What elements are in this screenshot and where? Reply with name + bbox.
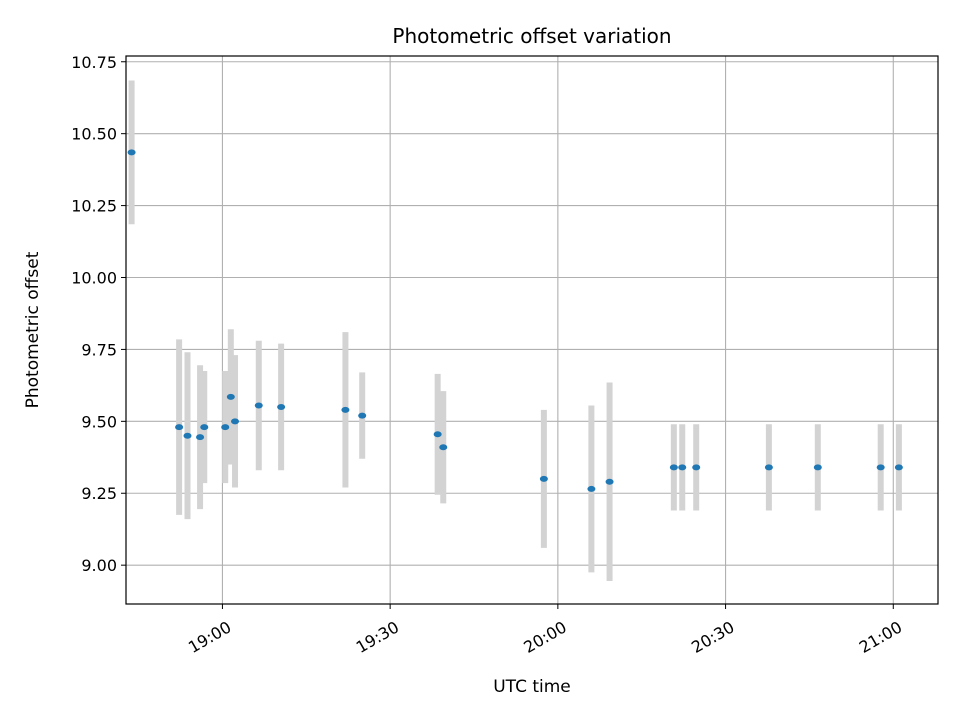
data-points — [127, 149, 903, 492]
y-tick-label: 9.75 — [81, 340, 117, 359]
y-tick-label: 9.50 — [81, 412, 117, 431]
data-point — [231, 418, 240, 425]
plot-frame — [125, 55, 939, 605]
data-point — [813, 464, 822, 471]
data-point — [433, 431, 442, 438]
data-point — [678, 464, 687, 471]
data-point — [221, 424, 230, 431]
data-point — [692, 464, 701, 471]
x-axis-label: UTC time — [493, 677, 571, 697]
data-point — [226, 393, 235, 400]
data-point — [341, 406, 350, 413]
data-point — [605, 478, 614, 485]
data-point — [539, 475, 548, 482]
data-point — [254, 402, 263, 409]
data-point — [277, 403, 286, 410]
y-tick-label: 10.00 — [71, 269, 117, 288]
data-point — [183, 432, 192, 439]
y-tick-label: 9.25 — [81, 484, 117, 503]
chart-title: Photometric offset variation — [392, 24, 671, 48]
y-tick-label: 10.50 — [71, 125, 117, 144]
data-point — [669, 464, 678, 471]
data-point — [358, 412, 367, 419]
y-axis-ticks: 9.00 9.25 9.50 9.75 10.00 10.25 10.50 10.75 — [71, 53, 126, 575]
data-point — [175, 424, 184, 431]
data-point — [764, 464, 773, 471]
data-point — [196, 434, 205, 441]
data-point — [200, 424, 209, 431]
data-point — [876, 464, 885, 471]
data-point — [127, 149, 136, 156]
data-point — [587, 485, 596, 492]
data-point — [894, 464, 903, 471]
y-tick-label: 9.00 — [81, 556, 117, 575]
y-tick-label: 10.75 — [71, 53, 117, 72]
y-tick-label: 10.25 — [71, 197, 117, 216]
y-axis-label: Photometric offset — [23, 251, 43, 408]
data-point — [439, 444, 448, 451]
